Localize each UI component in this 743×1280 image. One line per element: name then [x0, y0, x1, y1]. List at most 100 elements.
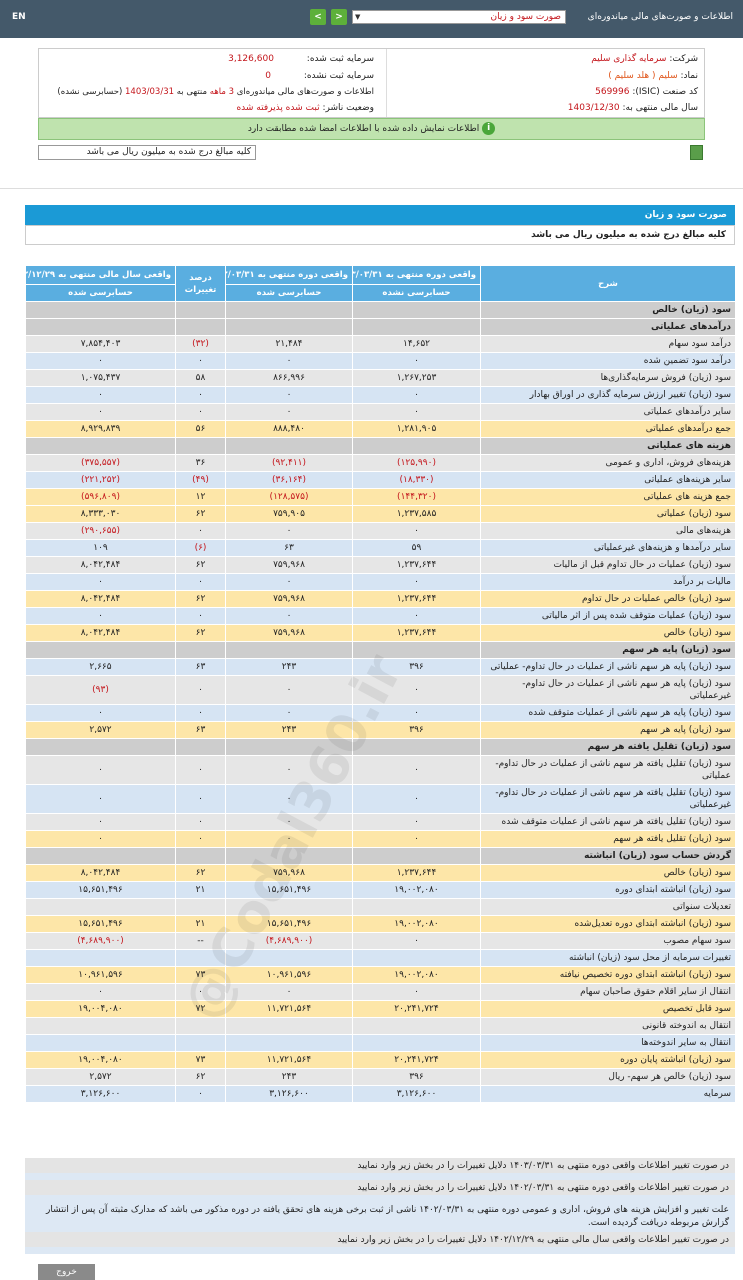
value-cell: ۶۲	[175, 864, 226, 882]
value-cell: ۵۹	[352, 539, 481, 557]
data-row: سود (زیان) انباشته ابتدای دوره تخصیص نیا…	[25, 966, 736, 984]
publisher-status: ثبت شده پذیرفته شده	[236, 103, 320, 113]
value-cell: ۳,۱۲۶,۶۰۰	[225, 1085, 353, 1103]
value-cell: ۰	[175, 813, 226, 831]
value-cell: ۰	[352, 403, 481, 421]
value-cell: ۱,۲۳۷,۶۴۴	[352, 590, 481, 608]
value-cell: ۰	[25, 983, 176, 1001]
value-cell: ۰	[225, 830, 353, 848]
empty-cell	[175, 847, 226, 865]
label: سال مالی منتهی به:	[622, 103, 698, 113]
section-note: کلیه مبالغ درج شده به میلیون ریال می باش…	[25, 225, 735, 245]
row-label: سود (زیان) انباشته ابتدای دوره	[480, 881, 736, 899]
value-cell: ۰	[352, 830, 481, 848]
value-cell: ۰	[352, 983, 481, 1001]
value-cell: ۸,۰۴۲,۴۸۴	[25, 624, 176, 642]
note-text: علت تغییر و افزایش هزینه های فروش، اداری…	[25, 1202, 735, 1232]
value-cell: ۱۵,۶۵۱,۴۹۶	[25, 915, 176, 933]
value-cell: ۰	[225, 784, 353, 814]
value-cell: ۶۳	[175, 658, 226, 676]
prev-button[interactable]: <	[310, 9, 326, 25]
column-header: واقعی دوره منتهی به ۱۴۰۲/۰۳/۳۱	[225, 265, 353, 285]
value-cell: ۱۲	[175, 488, 226, 506]
data-row: سود (زیان) انباشته پایان دوره ۲۰,۲۴۱,۷۲۴ ۱…	[25, 1051, 736, 1069]
value-cell: ۰	[225, 755, 353, 785]
section-label: گردش حساب سود (زیان) انباشته	[480, 847, 736, 865]
value-cell: ۷۵۹,۹۰۵	[225, 505, 353, 523]
excel-icon[interactable]	[690, 145, 703, 160]
column-header: درصد تغییرات	[175, 265, 226, 302]
value-cell: ۱,۲۳۷,۵۸۵	[352, 505, 481, 523]
empty-cell	[175, 641, 226, 659]
info-box: شرکت: سرمایه گذاری سلیم نماد: سلیم ( هلد…	[38, 48, 705, 118]
empty-cell	[225, 738, 353, 756]
value-cell: ۰	[225, 352, 353, 370]
section-label: سود (زیان) پایه هر سهم	[480, 641, 736, 659]
top-bar: EN < > صورت سود و زیان ▼ اطلاعات و صورت‌ه…	[0, 0, 743, 38]
period: 3 ماهه	[209, 87, 235, 97]
row-label: درآمد سود سهام	[480, 335, 736, 353]
empty-cell	[175, 318, 226, 336]
value-cell: ۰	[175, 830, 226, 848]
language-toggle[interactable]: EN	[12, 12, 26, 22]
value-cell: ۱۵,۶۵۱,۴۹۶	[25, 881, 176, 899]
value-cell: ۲۴۳	[225, 1068, 353, 1086]
value-cell: ۷,۸۵۴,۴۰۳	[25, 335, 176, 353]
empty-cell	[25, 738, 176, 756]
value-cell: ۰	[25, 784, 176, 814]
value-cell: ۲۱,۴۸۴	[225, 335, 353, 353]
value-cell: ۰	[352, 607, 481, 625]
value-cell: ۳۹۶	[352, 721, 481, 739]
value-cell: ۸,۳۳۳,۰۳۰	[25, 505, 176, 523]
value-cell: (۴,۶۸۹,۹۰۰)	[25, 932, 176, 950]
section-row: درآمدهای عملیاتی	[25, 318, 736, 336]
data-row: انتقال از سایر اقلام حقوق صاحبان سهام ۰ ۰ ۰…	[25, 983, 736, 1001]
row-label: سود (زیان) تقلیل یافته هر سهم ناشی از عم…	[480, 813, 736, 831]
section-row: گردش حساب سود (زیان) انباشته	[25, 847, 736, 865]
data-row: سود (زیان) پایه هر سهم ناشی از عملیات مت…	[25, 704, 736, 722]
empty-cell	[352, 437, 481, 455]
notice-bar: i اطلاعات نمایش داده شده با اطلاعات امضا…	[38, 118, 705, 140]
data-row: سود (زیان) عملیات متوقف شده پس از اثر ما…	[25, 607, 736, 625]
data-row: سایر درآمدها و هزینه‌های غیرعملیاتی ۵۹ ۶۳(…	[25, 539, 736, 557]
value-cell: (۹۲,۴۱۱)	[225, 454, 353, 472]
value-cell: (۶)	[175, 539, 226, 557]
value-cell: ۳,۱۲۶,۶۰۰	[352, 1085, 481, 1103]
empty-cell	[352, 847, 481, 865]
column-subheader: حسابرسی شده	[225, 284, 353, 302]
note-input	[25, 1195, 735, 1202]
symbol: سلیم ( هلد سلیم )	[608, 71, 678, 81]
row-label: سود (زیان) پایه هر سهم ناشی از عملیات مت…	[480, 704, 736, 722]
value-cell: ۷۵۹,۹۶۸	[225, 864, 353, 882]
empty-cell	[175, 301, 226, 319]
value-cell: (۱۲۸,۵۷۵)	[225, 488, 353, 506]
column-subheader: حسابرسی نشده	[352, 284, 481, 302]
row-label: سود (زیان) خالص عملیات در حال تداوم	[480, 590, 736, 608]
value-cell: ۸,۰۴۲,۴۸۴	[25, 590, 176, 608]
dropdown-value: صورت سود و زیان	[490, 12, 561, 22]
value-cell: ۲۴۳	[225, 721, 353, 739]
value-cell: ۰	[225, 813, 353, 831]
next-button[interactable]: >	[331, 9, 347, 25]
label: شرکت:	[669, 54, 698, 64]
value-cell: ۰	[352, 784, 481, 814]
value-cell: ۰	[175, 1085, 226, 1103]
value-cell: ۶۲	[175, 590, 226, 608]
row-label: سود (زیان) تقلیل یافته هر سهم	[480, 830, 736, 848]
empty-cell	[352, 949, 481, 967]
report-dropdown[interactable]: صورت سود و زیان ▼	[352, 10, 566, 24]
empty-cell	[352, 641, 481, 659]
value-cell: ۱۰۹	[25, 539, 176, 557]
value-cell: (۱۸,۳۳۰)	[352, 471, 481, 489]
value-cell: ۱۰,۹۶۱,۵۹۶	[25, 966, 176, 984]
value-cell: ۰	[25, 755, 176, 785]
exit-button[interactable]: خروج	[38, 1264, 95, 1280]
data-row: سود (زیان) انباشته ابتدای دوره تعدیل‌شده…	[25, 915, 736, 933]
value-cell: ۷۳	[175, 966, 226, 984]
data-row: سود (زیان) خالص عملیات در حال تداوم ۱,۲۳۷…	[25, 590, 736, 608]
value-cell: ۰	[225, 522, 353, 540]
data-row: جمع هزینه های عملیاتی (۱۴۴,۳۲۰) (۱۲۸,۵۷۵) ۱…	[25, 488, 736, 506]
row-label: سود (زیان) انباشته ابتدای دوره تعدیل‌شده	[480, 915, 736, 933]
data-row: انتقال به سایر اندوخته‌ها	[25, 1034, 736, 1052]
value-cell: ۸۶۶,۹۹۶	[225, 369, 353, 387]
